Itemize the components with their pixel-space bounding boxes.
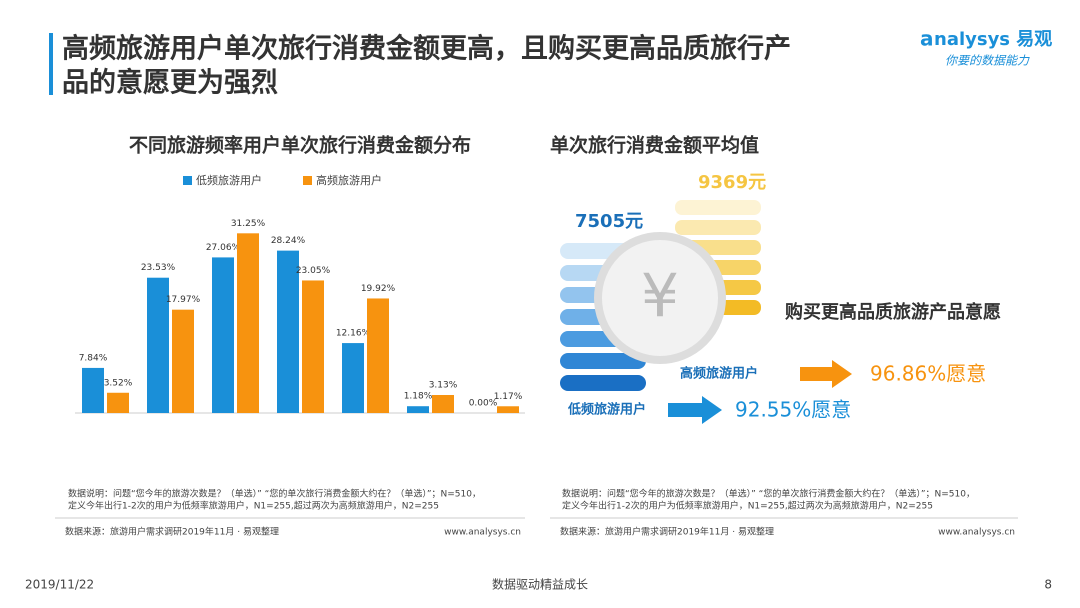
site: www.analysys.cn	[938, 528, 1015, 538]
arrow	[800, 360, 852, 388]
value-label: 1.17%	[494, 392, 523, 402]
bar	[82, 367, 104, 413]
legend-swatch	[183, 176, 192, 185]
note: 数据说明：问题“您今年的旅游次数是？（单选）” “您的单次旅行消费金额大约在？（…	[68, 488, 481, 500]
site: www.analysys.cn	[444, 528, 521, 538]
bar	[107, 392, 129, 413]
coin-layer	[560, 353, 646, 369]
coin-layer	[560, 375, 646, 391]
coin	[594, 232, 726, 364]
value-label: 23.53%	[141, 263, 176, 273]
value-label: 23.05%	[296, 266, 331, 276]
value-label: 12.16%	[336, 329, 371, 339]
bar	[147, 277, 169, 413]
value-label: 3.13%	[429, 381, 458, 391]
logo-a: a	[920, 27, 934, 51]
bar	[172, 309, 194, 413]
value-label: 3.52%	[104, 378, 133, 388]
legend-swatch	[303, 176, 312, 185]
bar	[212, 257, 234, 413]
arrow	[668, 396, 722, 424]
source: 数据来源：旅游用户需求调研2019年11月 · 易观整理	[65, 526, 279, 538]
value-label: 7.84%	[79, 353, 108, 363]
info-title: 单次旅行消费金额平均值	[550, 134, 759, 157]
bar	[237, 233, 259, 413]
legend-label: 低频旅游用户	[196, 173, 262, 187]
date: 2019/11/22	[25, 578, 94, 592]
title-accent	[49, 33, 53, 95]
chart-title: 不同旅游频率用户单次旅行消费金额分布	[129, 134, 471, 157]
bar	[432, 395, 454, 413]
high-intent: 96.86%愿意	[870, 362, 986, 386]
note: 定义今年出行1-2次的用户为低频率旅游用户，N1=255,超过两次为高频旅游用户…	[68, 500, 439, 512]
currency: ¥	[641, 262, 679, 332]
value-label: 28.24%	[271, 236, 306, 246]
value-label: 27.06%	[206, 243, 241, 253]
low-label: 低频旅游用户	[567, 402, 646, 418]
title: 品的意愿更为强烈	[62, 67, 278, 99]
intent-title: 购买更高品质旅游产品意愿	[785, 301, 1001, 323]
legend-label: 高频旅游用户	[316, 173, 382, 187]
title: 高频旅游用户单次旅行消费金额更高，且购买更高品质旅行产	[62, 33, 791, 65]
logo: nalysys 易观	[934, 29, 1052, 50]
high-amount: 9369元	[698, 172, 766, 193]
low-intent: 92.55%愿意	[735, 398, 851, 422]
low-amount: 7505元	[575, 211, 643, 232]
coin-layer	[675, 220, 761, 235]
bar	[277, 250, 299, 413]
high-label: 高频旅游用户	[680, 366, 758, 382]
value-label: 1.18%	[404, 392, 433, 402]
value-label: 0.00%	[469, 399, 498, 409]
bar	[342, 343, 364, 413]
bar	[302, 280, 324, 413]
coin-layer	[675, 200, 761, 215]
value-label: 19.92%	[361, 284, 396, 294]
bar	[497, 406, 519, 413]
logo-tagline: 你要的数据能力	[945, 54, 1030, 68]
page-number: 8	[1044, 578, 1052, 592]
bar	[367, 298, 389, 413]
source: 数据来源：旅游用户需求调研2019年11月 · 易观整理	[560, 526, 774, 538]
value-label: 17.97%	[166, 295, 201, 305]
slogan: 数据驱动精益成长	[492, 577, 588, 592]
bar	[407, 406, 429, 413]
value-label: 31.25%	[231, 219, 266, 229]
note: 定义今年出行1-2次的用户为低频率旅游用户，N1=255,超过两次为高频旅游用户…	[562, 500, 933, 512]
note: 数据说明：问题“您今年的旅游次数是？（单选）” “您的单次旅行消费金额大约在？（…	[562, 488, 975, 500]
